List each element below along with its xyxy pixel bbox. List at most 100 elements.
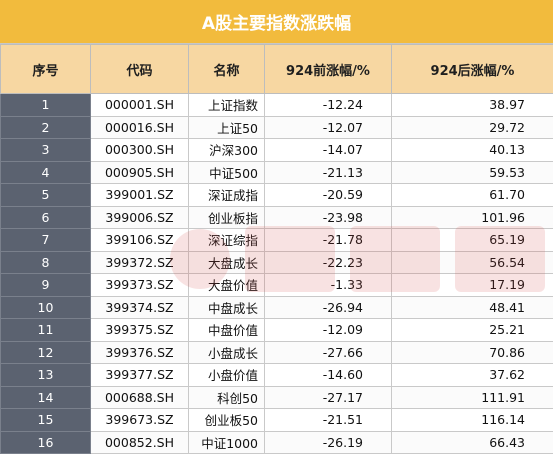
row-after-924: 38.97 [391, 93, 553, 117]
row-seq: 6 [0, 205, 91, 229]
header-seq: 序号 [0, 44, 91, 94]
row-code: 399001.SZ [90, 183, 189, 207]
row-name: 沪深300 [188, 138, 265, 162]
row-name: 创业板50 [188, 408, 265, 432]
row-code: 399377.SZ [90, 363, 189, 387]
row-after-924: 70.86 [391, 340, 553, 364]
table-row: 5 399001.SZ 深证成指 -20.59 61.70 [0, 183, 553, 207]
row-seq: 7 [0, 228, 91, 252]
row-before-924: -20.59 [264, 183, 392, 207]
row-name: 深证成指 [188, 183, 265, 207]
table-row: 6 399006.SZ 创业板指 -23.98 101.96 [0, 205, 553, 229]
row-before-924: -21.13 [264, 160, 392, 184]
row-seq: 4 [0, 160, 91, 184]
row-seq: 16 [0, 430, 91, 454]
row-name: 中盘价值 [188, 318, 265, 342]
row-after-924: 66.43 [391, 430, 553, 454]
row-before-924: -14.60 [264, 363, 392, 387]
row-after-924: 111.91 [391, 385, 553, 409]
table-row: 10 399374.SZ 中盘成长 -26.94 48.41 [0, 295, 553, 319]
row-after-924: 61.70 [391, 183, 553, 207]
row-code: 399376.SZ [90, 340, 189, 364]
table-row: 13 399377.SZ 小盘价值 -14.60 37.62 [0, 363, 553, 387]
header-code: 代码 [90, 44, 189, 94]
table-row: 1 000001.SH 上证指数 -12.24 38.97 [0, 93, 553, 117]
table-title: A股主要指数涨跌幅 [0, 0, 553, 44]
row-seq: 13 [0, 363, 91, 387]
row-name: 创业板指 [188, 205, 265, 229]
header-before-924: 924前涨幅/% [264, 44, 392, 94]
row-before-924: -26.19 [264, 430, 392, 454]
row-seq: 15 [0, 408, 91, 432]
row-after-924: 37.62 [391, 363, 553, 387]
row-after-924: 25.21 [391, 318, 553, 342]
row-after-924: 17.19 [391, 273, 553, 297]
row-before-924: -12.07 [264, 115, 392, 139]
table-row: 8 399372.SZ 大盘成长 -22.23 56.54 [0, 250, 553, 274]
row-after-924: 116.14 [391, 408, 553, 432]
row-after-924: 59.53 [391, 160, 553, 184]
row-name: 小盘价值 [188, 363, 265, 387]
header-after-924: 924后涨幅/% [391, 44, 553, 94]
row-seq: 3 [0, 138, 91, 162]
row-code: 000688.SH [90, 385, 189, 409]
table-row: 16 000852.SH 中证1000 -26.19 66.43 [0, 430, 553, 454]
row-seq: 11 [0, 318, 91, 342]
row-after-924: 65.19 [391, 228, 553, 252]
row-seq: 12 [0, 340, 91, 364]
row-after-924: 29.72 [391, 115, 553, 139]
row-before-924: -27.66 [264, 340, 392, 364]
row-before-924: -26.94 [264, 295, 392, 319]
row-name: 大盘价值 [188, 273, 265, 297]
row-code: 000001.SH [90, 93, 189, 117]
header-row: 序号 代码 名称 924前涨幅/% 924后涨幅/% [0, 44, 553, 94]
row-name: 科创50 [188, 385, 265, 409]
row-before-924: -23.98 [264, 205, 392, 229]
row-after-924: 101.96 [391, 205, 553, 229]
header-name: 名称 [188, 44, 265, 94]
table-row: 9 399373.SZ 大盘价值 -1.33 17.19 [0, 273, 553, 297]
row-after-924: 48.41 [391, 295, 553, 319]
row-name: 上证50 [188, 115, 265, 139]
row-code: 399374.SZ [90, 295, 189, 319]
row-name: 大盘成长 [188, 250, 265, 274]
table-row: 14 000688.SH 科创50 -27.17 111.91 [0, 385, 553, 409]
table-row: 3 000300.SH 沪深300 -14.07 40.13 [0, 138, 553, 162]
row-name: 小盘成长 [188, 340, 265, 364]
index-change-table: 序号 代码 名称 924前涨幅/% 924后涨幅/% 1 000001.SH 上证指… [0, 44, 553, 454]
row-code: 000016.SH [90, 115, 189, 139]
row-code: 000852.SH [90, 430, 189, 454]
table-row: 2 000016.SH 上证50 -12.07 29.72 [0, 115, 553, 139]
row-code: 399006.SZ [90, 205, 189, 229]
table-row: 12 399376.SZ 小盘成长 -27.66 70.86 [0, 340, 553, 364]
table-row: 11 399375.SZ 中盘价值 -12.09 25.21 [0, 318, 553, 342]
table-row: 15 399673.SZ 创业板50 -21.51 116.14 [0, 408, 553, 432]
row-code: 399372.SZ [90, 250, 189, 274]
row-seq: 1 [0, 93, 91, 117]
row-before-924: -14.07 [264, 138, 392, 162]
row-code: 399106.SZ [90, 228, 189, 252]
row-code: 399373.SZ [90, 273, 189, 297]
row-seq: 2 [0, 115, 91, 139]
row-before-924: -21.78 [264, 228, 392, 252]
table-row: 7 399106.SZ 深证综指 -21.78 65.19 [0, 228, 553, 252]
row-seq: 8 [0, 250, 91, 274]
row-before-924: -22.23 [264, 250, 392, 274]
row-code: 399375.SZ [90, 318, 189, 342]
row-name: 中证1000 [188, 430, 265, 454]
row-seq: 10 [0, 295, 91, 319]
row-code: 000905.SH [90, 160, 189, 184]
row-before-924: -21.51 [264, 408, 392, 432]
row-before-924: -12.24 [264, 93, 392, 117]
row-name: 中证500 [188, 160, 265, 184]
row-after-924: 40.13 [391, 138, 553, 162]
row-code: 399673.SZ [90, 408, 189, 432]
row-seq: 14 [0, 385, 91, 409]
row-name: 上证指数 [188, 93, 265, 117]
row-code: 000300.SH [90, 138, 189, 162]
table-row: 4 000905.SH 中证500 -21.13 59.53 [0, 160, 553, 184]
row-before-924: -12.09 [264, 318, 392, 342]
row-name: 深证综指 [188, 228, 265, 252]
row-name: 中盘成长 [188, 295, 265, 319]
row-seq: 9 [0, 273, 91, 297]
